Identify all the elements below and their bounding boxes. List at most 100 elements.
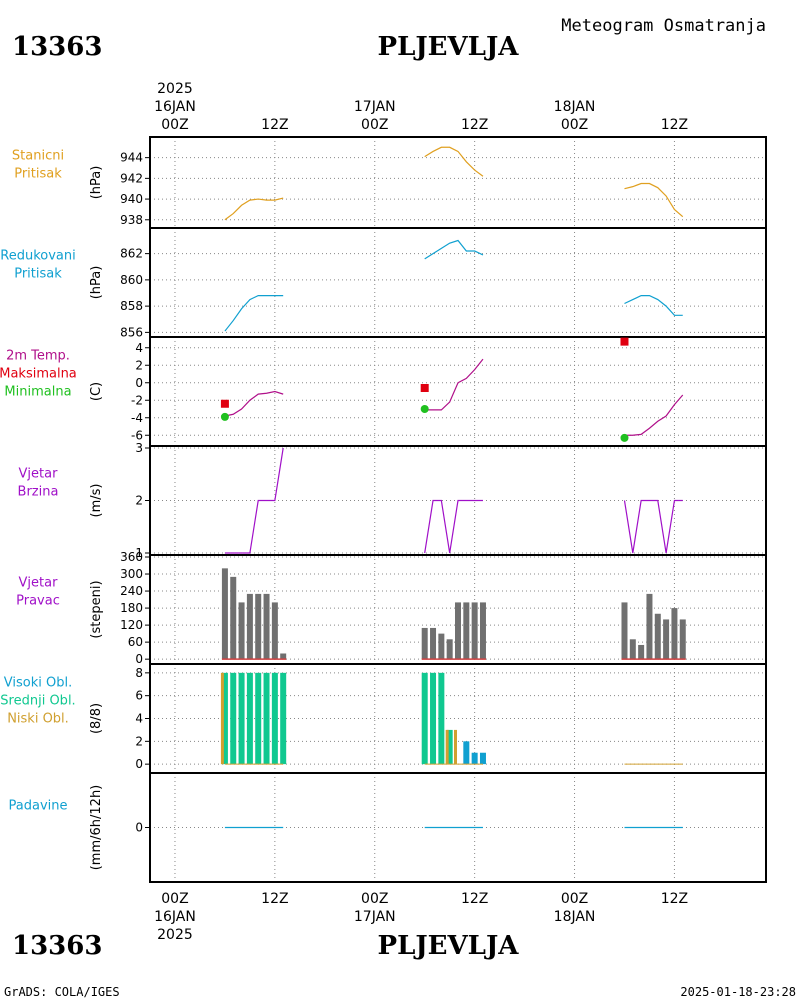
y-axis-label: (m/s) — [89, 484, 104, 518]
panel-label-line-0: Vjetar — [19, 467, 59, 482]
cloud-high-bar-0 — [463, 741, 470, 765]
panel-label-line-1: Srednji Obl. — [0, 694, 75, 709]
wind-dir-bar-20 — [654, 613, 661, 660]
ytick-label-0: 938 — [120, 213, 143, 227]
time-tick-top-5: 12Z — [661, 117, 688, 133]
panel-label-line-0: Visoki Obl. — [4, 676, 72, 691]
day-label-bottom-4: 18JAN — [554, 909, 596, 925]
cloud-mid-bar-8 — [421, 672, 428, 765]
panel-station_pressure: 938 940 942 944 (hPa) Stanicni Pritisak — [12, 136, 767, 229]
panel-label-line-2: Niski Obl. — [7, 712, 69, 727]
panel-clouds: 0 2 4 6 8 (8/8) Visoki Obl. Srednji Obl. Niski O… — [0, 663, 767, 774]
ytick-label-3: 862 — [120, 247, 143, 261]
cloud-mid-bar-6 — [271, 672, 278, 765]
ytick-label-1: -4 — [131, 411, 143, 425]
panel-temperature: -6 -4 -2 0 2 4 (C) 2m Temp. Maksimalna Minimalna — [0, 336, 767, 447]
series-line-0 — [224, 447, 284, 554]
time-tick-top-1: 12Z — [261, 117, 288, 133]
ytick-label-0: 856 — [120, 325, 143, 339]
day-label-top-4: 18JAN — [554, 99, 596, 115]
ytick-label-2: 3 — [135, 441, 143, 455]
wind-dir-bar-5 — [263, 593, 270, 660]
series-line-0 — [224, 295, 284, 332]
series-line-0 — [224, 197, 284, 221]
ytick-label-1: 2 — [135, 734, 143, 748]
product-title: Meteogram Osmatranja — [561, 16, 766, 36]
panel-precipitation: 0 (mm/6h/12h) Padavine — [9, 772, 767, 883]
series-line-1 — [424, 358, 484, 411]
panel-label-line-0: Redukovani — [0, 249, 75, 264]
time-tick-top-3: 12Z — [461, 117, 488, 133]
ytick-label-0: 1 — [135, 546, 143, 560]
cloud-mid-bar-5 — [263, 672, 270, 765]
tmin-marker-0 — [220, 412, 229, 421]
ytick-label-2: 860 — [120, 273, 143, 287]
day-label-top-2: 17JAN — [354, 99, 396, 115]
wind-dir-bar-3 — [246, 593, 253, 660]
panel-frame — [149, 336, 767, 447]
time-tick-bottom-3: 12Z — [461, 891, 488, 907]
station-name-top: PLJEVLJA — [378, 32, 520, 62]
station-name-bottom: PLJEVLJA — [378, 931, 520, 961]
year-label-top: 2025 — [157, 81, 193, 97]
tmin-marker-2 — [620, 433, 629, 442]
ytick-label-1: 60 — [128, 635, 143, 649]
wind-dir-bar-8 — [421, 627, 428, 660]
ytick-label-0: -6 — [131, 428, 143, 442]
tmax-marker-1 — [420, 384, 429, 392]
panel-label-line-1: Brzina — [18, 485, 59, 500]
series-line-2 — [623, 499, 683, 554]
time-tick-bottom-4: 00Z — [561, 891, 588, 907]
wind-dir-bar-10 — [438, 633, 445, 660]
series-line-1 — [424, 499, 483, 554]
day-label-bottom-0: 16JAN — [154, 909, 196, 925]
ytick-label-6: 360 — [120, 550, 143, 564]
cloud-mid-bar-3 — [246, 672, 253, 765]
tmax-marker-2 — [620, 337, 629, 346]
cloud-high-bar-2 — [479, 752, 486, 765]
ytick-label-4: 240 — [120, 584, 143, 598]
wind-dir-bar-0 — [221, 568, 228, 660]
panel-label-line-0: Vjetar — [19, 576, 59, 591]
y-axis-label: (8/8) — [89, 703, 104, 734]
panel-label-line-1: Pritisak — [14, 267, 62, 282]
series-line-1 — [424, 239, 484, 260]
wind-dir-bar-9 — [430, 627, 437, 660]
panel-label-line-1: Maksimalna — [0, 367, 77, 382]
wind-dir-bar-12 — [455, 602, 461, 660]
cloud-low-bar-2 — [454, 729, 457, 765]
cloud-mid-bar-0 — [221, 672, 228, 765]
panel-label-line-0: 2m Temp. — [6, 349, 70, 364]
wind-dir-bar-23 — [679, 619, 686, 660]
ytick-label-2: -2 — [131, 393, 143, 407]
ytick-label-3: 180 — [120, 601, 143, 615]
ytick-label-3: 0 — [135, 376, 143, 390]
wind-dir-bar-4 — [255, 593, 262, 660]
ytick-label-0: 0 — [135, 757, 143, 771]
ytick-label-5: 300 — [120, 567, 143, 581]
ytick-label-1: 858 — [120, 299, 143, 313]
tmax-marker-0 — [220, 399, 229, 408]
ytick-label-1: 2 — [135, 494, 143, 508]
cloud-mid-bar-2 — [238, 672, 245, 765]
time-tick-top-4: 00Z — [561, 117, 588, 133]
time-axis-top: 00Z 16JAN 2025 12Z 00Z 17JAN 12Z 00Z 18JAN 12Z — [154, 81, 688, 133]
wind-dir-bar-16 — [621, 602, 628, 660]
panel-label-line-2: Minimalna — [4, 385, 71, 400]
cloud-mid-bar-11 — [446, 729, 453, 765]
series-line-2 — [624, 182, 684, 218]
ytick-label-5: 4 — [135, 341, 143, 355]
wind-dir-bar-19 — [646, 593, 653, 660]
wind-dir-bar-6 — [271, 602, 278, 660]
ytick-label-4: 2 — [135, 358, 143, 372]
tmin-marker-1 — [420, 405, 429, 413]
panel-label-line-0: Padavine — [9, 799, 68, 814]
wind-dir-bar-14 — [471, 602, 478, 660]
cloud-low-bar-0 — [220, 672, 224, 765]
time-tick-bottom-0: 00Z — [161, 891, 188, 907]
series-line-0 — [224, 390, 284, 417]
wind-dir-bar-17 — [629, 639, 636, 660]
day-label-top-0: 16JAN — [154, 99, 196, 115]
y-axis-label: (hPa) — [89, 266, 104, 300]
time-axis-bottom: 00Z 16JAN 2025 12Z 00Z 17JAN 12Z 00Z 18JAN 12Z — [154, 891, 688, 943]
